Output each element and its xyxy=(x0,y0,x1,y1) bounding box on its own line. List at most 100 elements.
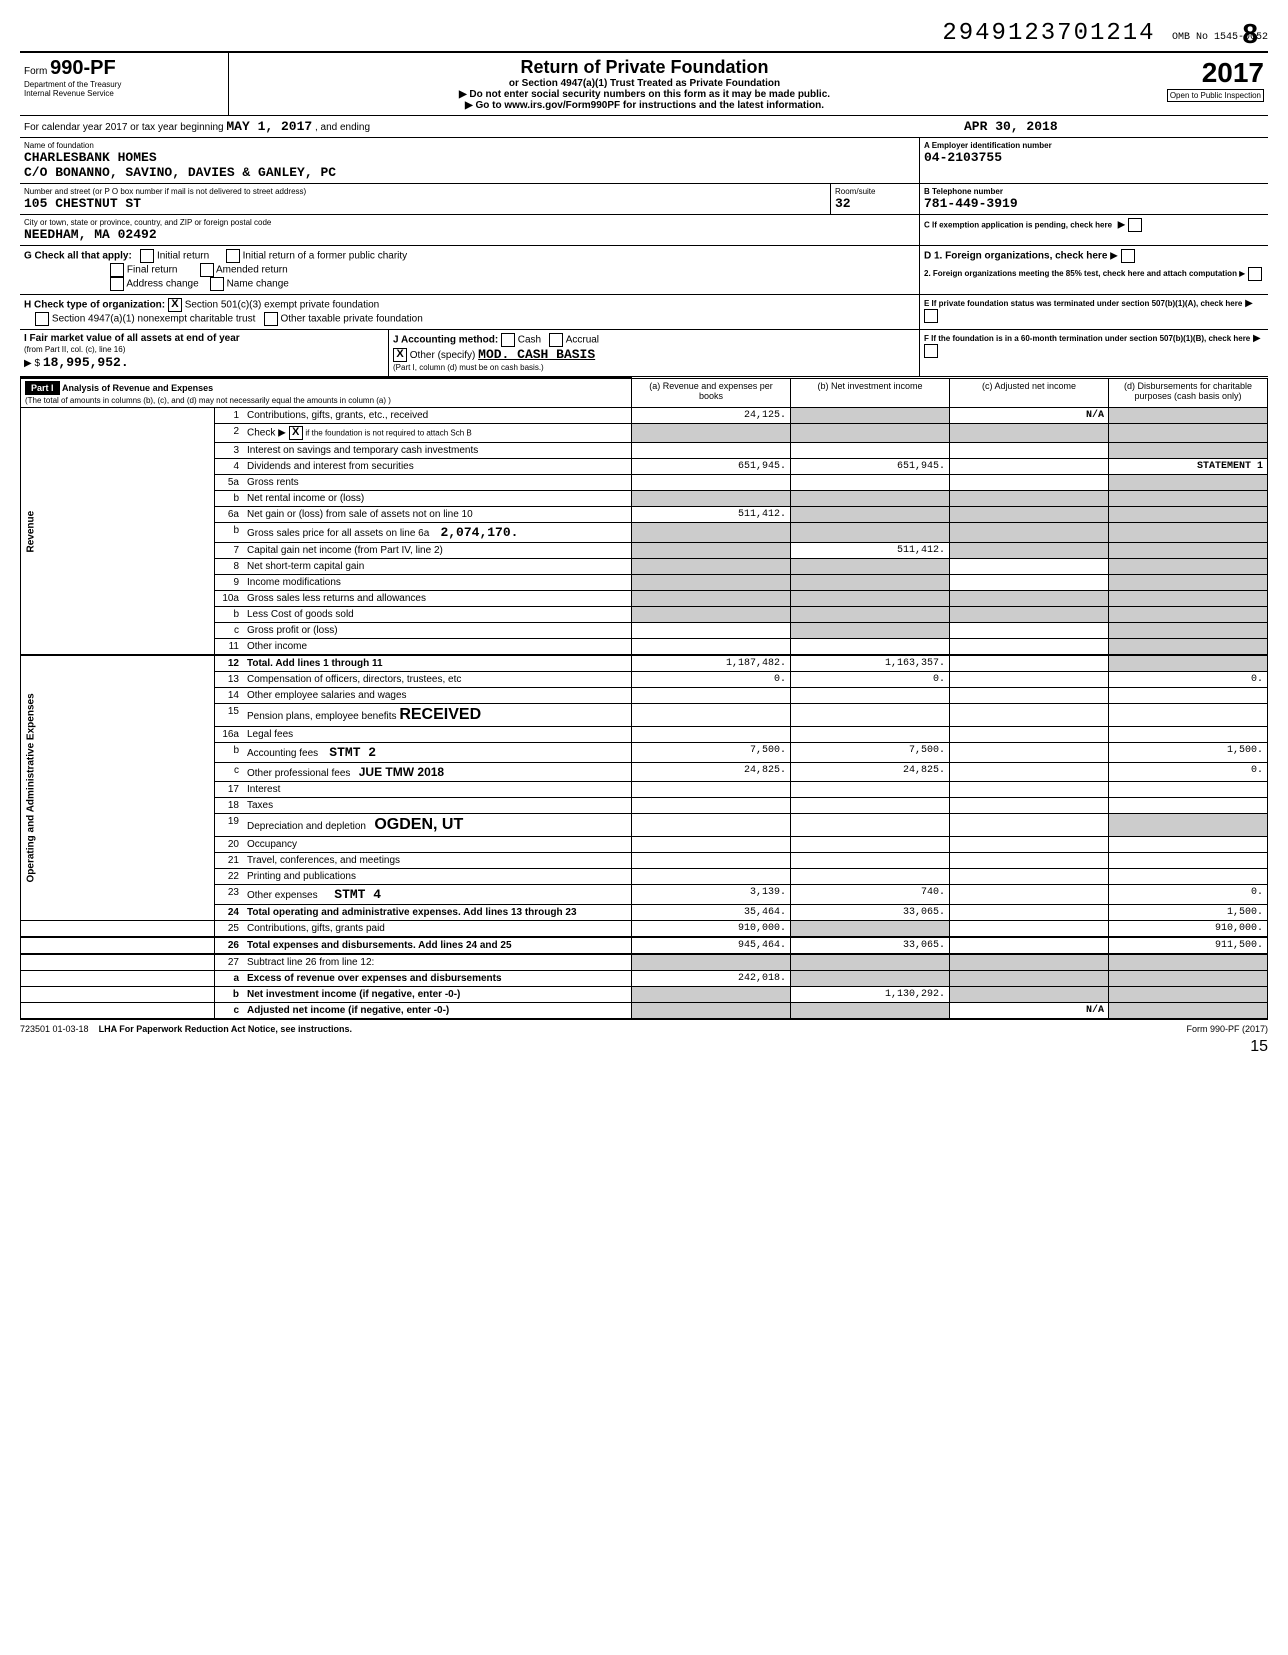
name-label: Name of foundation xyxy=(24,141,915,150)
f-checkbox[interactable] xyxy=(924,344,938,358)
line-26: 26Total expenses and disbursements. Add … xyxy=(21,937,1268,954)
h-e-row: H Check type of organization: X Section … xyxy=(20,295,1268,330)
j-other-value: MOD. CASH BASIS xyxy=(478,347,595,362)
form-number: Form 990-PF xyxy=(24,57,224,80)
phone-label: B Telephone number xyxy=(924,187,1264,196)
h-4947-checkbox[interactable] xyxy=(35,312,49,326)
period-begin: MAY 1, 2017 xyxy=(226,119,312,134)
tax-year: 2017 xyxy=(1064,57,1264,89)
line-25: 25Contributions, gifts, grants paid 910,… xyxy=(21,921,1268,938)
part1-label: Part I xyxy=(25,381,60,395)
d1-checkbox[interactable] xyxy=(1121,249,1135,263)
tax-period-row: For calendar year 2017 or tax year begin… xyxy=(20,116,1268,138)
date-stamp: JUE TMW 2018 xyxy=(359,765,444,779)
g-amended: Amended return xyxy=(216,265,288,276)
g-address: Address change xyxy=(126,279,198,290)
j-note: (Part I, column (d) must be on cash basi… xyxy=(393,363,544,372)
ssn-warning: Do not enter social security numbers on … xyxy=(233,89,1056,100)
h-other: Other taxable private foundation xyxy=(280,314,422,325)
form-header: Form 990-PF Department of the Treasury I… xyxy=(20,51,1268,116)
j-cash-checkbox[interactable] xyxy=(501,333,515,347)
period-mid: , and ending xyxy=(315,122,370,133)
line-12: Operating and Administrative Expenses 12… xyxy=(21,655,1268,672)
c-checkbox[interactable] xyxy=(1128,218,1142,232)
goto-url: Go to www.irs.gov/Form990PF for instruct… xyxy=(233,100,1056,111)
line-1: Revenue 1 Contributions, gifts, grants, … xyxy=(21,408,1268,424)
g-d-row: G Check all that apply: Initial return I… xyxy=(20,246,1268,295)
j-label: J Accounting method: xyxy=(393,335,498,346)
j-accrual-checkbox[interactable] xyxy=(549,333,563,347)
room-label: Room/suite xyxy=(835,187,915,196)
page-number: 15 xyxy=(20,1038,1268,1056)
line2-checkbox[interactable]: X xyxy=(289,426,303,440)
h-4947: Section 4947(a)(1) nonexempt charitable … xyxy=(52,314,255,325)
street-value: 105 CHESTNUT ST xyxy=(24,196,826,211)
phone-value: 781-449-3919 xyxy=(924,196,1264,211)
j-cash: Cash xyxy=(518,335,541,346)
street-phone-row: Number and street (or P O box number if … xyxy=(20,184,1268,215)
part1-title: Analysis of Revenue and Expenses xyxy=(62,383,213,393)
g-name-checkbox[interactable] xyxy=(210,277,224,291)
part1-table: Part I Analysis of Revenue and Expenses … xyxy=(20,377,1268,1020)
stmt-2: STMT 2 xyxy=(329,745,376,760)
stmt-4: STMT 4 xyxy=(334,887,381,902)
h-501c3: Section 501(c)(3) exempt private foundat… xyxy=(185,300,380,311)
f-label: F If the foundation is in a 60-month ter… xyxy=(924,334,1250,343)
d2-checkbox[interactable] xyxy=(1248,267,1262,281)
document-number: 2949123701214 OMB No 1545-0052 xyxy=(20,20,1268,47)
d1-label: D 1. Foreign organizations, check here xyxy=(924,251,1107,262)
ogden-stamp: OGDEN, UT xyxy=(374,816,463,834)
g-address-checkbox[interactable] xyxy=(110,277,124,291)
ein-label: A Employer identification number xyxy=(924,141,1264,150)
room-value: 32 xyxy=(835,196,915,211)
part1-note: (The total of amounts in columns (b), (c… xyxy=(25,396,391,405)
foundation-name-1: CHARLESBANK HOMES xyxy=(24,150,915,165)
inspection-label: Open to Public Inspection xyxy=(1167,89,1264,102)
i-label: I Fair market value of all assets at end… xyxy=(24,333,240,344)
page-footer: 723501 01-03-18 LHA For Paperwork Reduct… xyxy=(20,1024,1268,1034)
expenses-sidebar: Operating and Administrative Expenses xyxy=(21,655,215,921)
c-label: C If exemption application is pending, c… xyxy=(924,221,1112,230)
i-j-f-row: I Fair market value of all assets at end… xyxy=(20,330,1268,377)
g-initial-checkbox[interactable] xyxy=(140,249,154,263)
e-label: E If private foundation status was termi… xyxy=(924,299,1242,308)
g-amended-checkbox[interactable] xyxy=(200,263,214,277)
g-name: Name change xyxy=(227,279,289,290)
line-27: 27Subtract line 26 from line 12: xyxy=(21,954,1268,971)
form-subtitle: or Section 4947(a)(1) Trust Treated as P… xyxy=(233,78,1056,89)
g-initial-former: Initial return of a former public charit… xyxy=(243,251,408,262)
g-label: G Check all that apply: xyxy=(24,251,132,262)
i-from: (from Part II, col. (c), line 16) xyxy=(24,345,125,354)
col-c-header: (c) Adjusted net income xyxy=(950,378,1109,408)
footer-code: 723501 01-03-18 xyxy=(20,1024,89,1034)
h-other-checkbox[interactable] xyxy=(264,312,278,326)
h-501c3-checkbox[interactable]: X xyxy=(168,298,182,312)
period-label: For calendar year 2017 or tax year begin… xyxy=(24,122,224,133)
e-checkbox[interactable] xyxy=(924,309,938,323)
form-title: Return of Private Foundation xyxy=(233,57,1056,78)
col-d-header: (d) Disbursements for charitable purpose… xyxy=(1109,378,1268,408)
foundation-name-2: C/O BONANNO, SAVINO, DAVIES & GANLEY, PC xyxy=(24,165,915,180)
city-value: NEEDHAM, MA 02492 xyxy=(24,227,915,242)
period-end: APR 30, 2018 xyxy=(964,119,1058,134)
ein-value: 04-2103755 xyxy=(924,150,1264,165)
footer-lha: LHA For Paperwork Reduction Act Notice, … xyxy=(99,1024,352,1034)
j-other-prefix: Other (specify) xyxy=(410,350,476,361)
statement-1: STATEMENT 1 xyxy=(1109,459,1268,475)
dept-treasury: Department of the Treasury xyxy=(24,80,224,89)
footer-form: Form 990-PF (2017) xyxy=(1186,1024,1268,1034)
line-27c: c Adjusted net income (if negative, ente… xyxy=(21,1003,1268,1020)
g-initial: Initial return xyxy=(157,251,209,262)
line-27b: bNet investment income (if negative, ent… xyxy=(21,987,1268,1003)
line-27a: aExcess of revenue over expenses and dis… xyxy=(21,971,1268,987)
i-amount: 18,995,952. xyxy=(43,355,129,370)
col-b-header: (b) Net investment income xyxy=(791,378,950,408)
j-other-checkbox[interactable]: X xyxy=(393,348,407,362)
col-a-header: (a) Revenue and expenses per books xyxy=(632,378,791,408)
received-stamp: RECEIVED xyxy=(399,706,481,724)
street-label: Number and street (or P O box number if … xyxy=(24,187,826,196)
g-initial-former-checkbox[interactable] xyxy=(226,249,240,263)
city-c-row: City or town, state or province, country… xyxy=(20,215,1268,246)
g-final-checkbox[interactable] xyxy=(110,263,124,277)
revenue-sidebar: Revenue xyxy=(21,408,215,656)
